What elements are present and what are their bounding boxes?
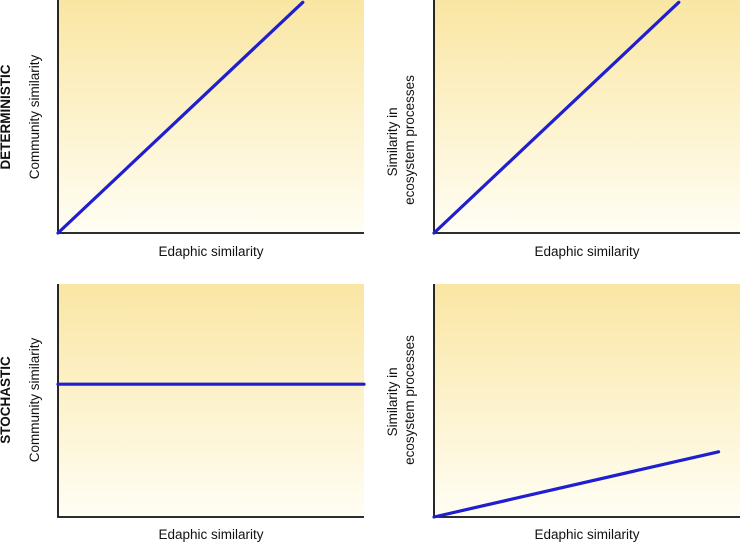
series-line [432, 450, 721, 519]
plot-background [434, 284, 740, 517]
y-axis-label: Similarity in ecosystem processes [385, 335, 417, 465]
series-line [56, 0, 305, 235]
panel-deterministic-ecosystem: Edaphic similarity Similarity in ecosyst… [385, 0, 740, 259]
x-axis-label: Edaphic similarity [158, 244, 263, 259]
y-axis-label: Community similarity [27, 54, 42, 179]
x-axis-label: Edaphic similarity [158, 527, 263, 542]
axis-lines [57, 284, 364, 518]
row-label-deterministic: DETERMINISTIC [0, 64, 13, 169]
y-axis-label: Similarity in ecosystem processes [385, 75, 417, 205]
panel-deterministic-community: Edaphic similarity Community similarity [27, 0, 364, 259]
x-axis-label: Edaphic similarity [534, 244, 639, 259]
panel-stochastic-ecosystem: Edaphic similarity Similarity in ecosyst… [385, 284, 740, 542]
row-label-stochastic: STOCHASTIC [0, 356, 13, 444]
plot-background [58, 0, 364, 233]
series-line [432, 0, 681, 235]
plot-background [434, 0, 740, 233]
plot-background [58, 284, 364, 517]
x-axis-label: Edaphic similarity [534, 527, 639, 542]
panel-stochastic-community: Edaphic similarity Community similarity [27, 284, 366, 542]
y-axis-label: Community similarity [27, 337, 42, 462]
